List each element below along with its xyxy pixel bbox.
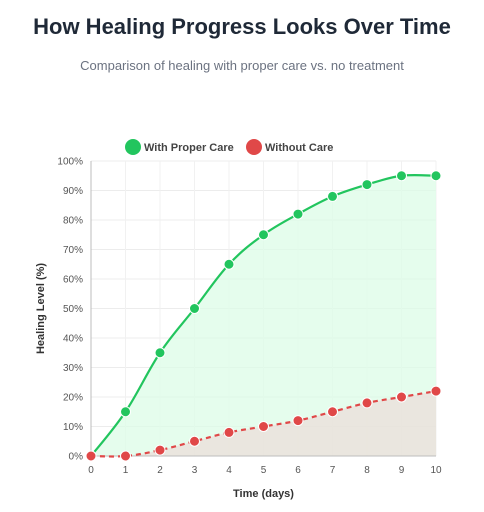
y-tick-label: 30% [63, 363, 83, 374]
area-with-proper-care [91, 175, 436, 457]
data-point-0-4[interactable] [223, 258, 235, 270]
data-point-0-5[interactable] [258, 229, 269, 241]
data-point-1-5[interactable] [258, 421, 269, 432]
y-tick-label: 50% [63, 304, 83, 315]
legend-label-1[interactable]: Without Care [265, 142, 333, 154]
data-point-0-6[interactable] [292, 208, 304, 220]
y-tick-label: 90% [63, 186, 83, 197]
data-point-0-7[interactable] [327, 190, 338, 202]
y-tick-label: 20% [63, 393, 83, 404]
data-point-1-8[interactable] [361, 397, 373, 409]
data-point-0-1[interactable] [120, 406, 131, 418]
data-point-1-1[interactable] [120, 450, 131, 462]
legend-label-0[interactable]: With Proper Care [144, 142, 234, 154]
data-point-1-3[interactable] [189, 435, 200, 447]
y-tick-label: 0% [69, 452, 84, 463]
y-tick-label: 80% [63, 216, 83, 227]
page-title: How Healing Progress Looks Over Time [33, 14, 451, 39]
data-point-0-2[interactable] [154, 347, 166, 359]
y-tick-label: 40% [63, 334, 83, 345]
data-point-1-2[interactable] [154, 444, 166, 456]
chart-axes [90, 161, 436, 457]
x-tick-label: 1 [123, 465, 129, 476]
x-tick-label: 9 [399, 465, 405, 476]
x-tick-label: 7 [330, 465, 336, 476]
x-tick-label: 3 [192, 465, 198, 476]
y-tick-label: 100% [57, 157, 83, 168]
x-tick-label: 8 [364, 465, 370, 476]
legend-marker-1[interactable] [246, 139, 262, 155]
chart-legend[interactable]: With Proper Care Without Care [125, 139, 333, 155]
data-point-1-0[interactable] [85, 450, 97, 462]
x-tick-label: 5 [261, 465, 267, 476]
x-tick-label: 2 [157, 465, 163, 476]
data-point-1-4[interactable] [223, 426, 235, 438]
x-tick-label: 6 [295, 465, 301, 476]
x-axis-title: Time (days) [233, 488, 294, 500]
x-tick-label: 10 [430, 465, 442, 476]
page-subtitle: Comparison of healing with proper care v… [80, 58, 404, 73]
data-point-1-10[interactable] [430, 385, 442, 397]
legend-marker-0[interactable] [125, 139, 141, 155]
data-point-1-7[interactable] [327, 406, 338, 418]
data-point-0-10[interactable] [430, 170, 442, 182]
chart-ticks: 0% 10% 20% 30% 40% 50% 60% 70% 80% 90% 100% 0 1 2 3 4 5 6… [57, 157, 442, 477]
x-tick-label: 4 [226, 465, 232, 476]
y-tick-label: 10% [63, 422, 83, 433]
data-point-1-6[interactable] [292, 415, 304, 427]
data-point-0-3[interactable] [189, 303, 200, 314]
data-point-1-9[interactable] [396, 391, 407, 403]
x-tick-label: 0 [88, 465, 94, 476]
data-point-0-9[interactable] [396, 170, 407, 182]
y-axis-title: Healing Level (%) [35, 263, 47, 354]
chart-points [85, 170, 442, 462]
y-tick-label: 60% [63, 275, 83, 286]
data-point-0-8[interactable] [361, 179, 373, 191]
y-tick-label: 70% [63, 245, 83, 256]
